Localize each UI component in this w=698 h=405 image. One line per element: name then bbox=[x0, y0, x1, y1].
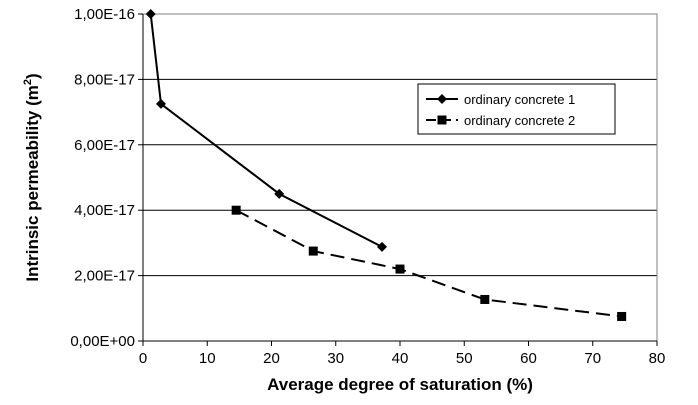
y-tick-label: 6,00E-17 bbox=[74, 137, 135, 154]
series-1-point bbox=[377, 241, 388, 252]
x-tick-label: 60 bbox=[520, 350, 537, 367]
grid-layer bbox=[143, 13, 657, 277]
series-2-point bbox=[617, 311, 627, 321]
y-axis-title-main: Intrinsic permeability (m bbox=[23, 85, 42, 282]
x-tick-label: 50 bbox=[456, 350, 473, 367]
series-2-line bbox=[235, 209, 622, 318]
y-axis-title-close: ) bbox=[23, 73, 42, 79]
legend-marker-2 bbox=[437, 115, 447, 125]
y-axis-title: Intrinsic permeability (m2) bbox=[22, 73, 42, 281]
series-2-point bbox=[480, 294, 490, 304]
y-tick-label: 0,00E+00 bbox=[70, 333, 135, 350]
y-tick-label: 1,00E-16 bbox=[74, 6, 135, 23]
x-tick-label: 0 bbox=[139, 350, 147, 367]
series-1-point bbox=[155, 98, 166, 109]
x-axis-title: Average degree of saturation (%) bbox=[267, 375, 533, 394]
x-tick-label: 30 bbox=[327, 350, 344, 367]
legend-label-1: ordinary concrete 1 bbox=[464, 92, 575, 107]
x-tick-label: 80 bbox=[649, 350, 666, 367]
x-tick-label: 10 bbox=[199, 350, 216, 367]
y-axis-title-superscript: 2 bbox=[22, 79, 34, 85]
x-tick-label: 40 bbox=[392, 350, 409, 367]
y-tick-label: 4,00E-17 bbox=[74, 202, 135, 219]
series-2-point bbox=[231, 205, 241, 215]
series-1-point bbox=[274, 188, 285, 199]
series-2 bbox=[231, 205, 627, 321]
y-tick-label: 2,00E-17 bbox=[74, 268, 135, 285]
plot-area-frame bbox=[142, 13, 658, 342]
series-1 bbox=[145, 9, 388, 252]
legend-marker-1 bbox=[437, 94, 447, 104]
series-layer bbox=[145, 9, 627, 321]
x-tick-label: 20 bbox=[263, 350, 280, 367]
y-tick-label: 8,00E-17 bbox=[74, 71, 135, 88]
series-1-line bbox=[149, 13, 383, 248]
series-2-point bbox=[395, 264, 405, 274]
legend-label-2: ordinary concrete 2 bbox=[464, 113, 575, 128]
legend-box bbox=[417, 83, 616, 135]
series-2-point bbox=[308, 246, 318, 256]
series-1-point bbox=[145, 9, 156, 19]
x-tick-label: 70 bbox=[584, 350, 601, 367]
legend: ordinary concrete 1 ordinary concrete 2 bbox=[417, 83, 616, 135]
tick-layer: 0,00E+00 2,00E-17 4,00E-17 6,00E-17 8,00E-17… bbox=[70, 6, 665, 367]
